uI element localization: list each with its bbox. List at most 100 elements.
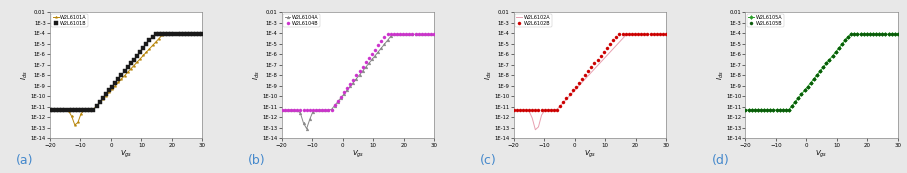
W2L6105B: [883, 33, 894, 35]
W2L6105B: [821, 62, 832, 65]
W2L6101A: [66, 115, 77, 117]
W2L6102A: [601, 54, 612, 57]
W2L6102B: [571, 85, 581, 88]
W2L6104B: [416, 33, 427, 35]
W2L6101B: [166, 33, 177, 35]
W2L6105A: [793, 97, 804, 99]
W2L6102A: [660, 33, 671, 35]
W2L6105A: [765, 109, 775, 111]
W2L6104A: [385, 35, 396, 38]
W2L6101A: [79, 109, 90, 111]
W2L6101A: [101, 95, 112, 97]
W2L6105A: [883, 33, 894, 35]
W2L6102A: [608, 48, 619, 50]
Legend: W2L6101A, W2L6101B: W2L6101A, W2L6101B: [52, 13, 88, 27]
W2L6102B: [561, 97, 572, 99]
W2L6104A: [327, 108, 337, 110]
W2L6102A: [558, 101, 569, 103]
W2L6101B: [73, 109, 83, 111]
W2L6101B: [110, 82, 121, 84]
W2L6104B: [338, 92, 349, 94]
W2L6104A: [429, 33, 440, 35]
Y-axis label: $I_{ds}$: $I_{ds}$: [252, 70, 262, 80]
W2L6101B: [169, 33, 180, 35]
W2L6105B: [834, 47, 844, 49]
W2L6104A: [414, 33, 424, 35]
W2L6101A: [138, 54, 149, 57]
W2L6104B: [327, 109, 337, 111]
W2L6104B: [314, 109, 325, 111]
W2L6102B: [551, 108, 562, 111]
W2L6104B: [379, 36, 390, 38]
W2L6101B: [125, 62, 136, 65]
W2L6102A: [620, 34, 631, 36]
Text: (c): (c): [480, 154, 497, 167]
W2L6104B: [404, 33, 414, 35]
W2L6104A: [277, 109, 288, 111]
Y-axis label: $I_{ds}$: $I_{ds}$: [484, 70, 494, 80]
W2L6101B: [82, 109, 93, 111]
W2L6105A: [753, 109, 764, 111]
W2L6104B: [364, 57, 375, 59]
W2L6101A: [141, 51, 151, 53]
Line: W2L6104B: W2L6104B: [280, 33, 435, 112]
W2L6101B: [162, 33, 173, 35]
W2L6104B: [414, 33, 424, 35]
W2L6105B: [862, 33, 873, 35]
W2L6102A: [533, 126, 544, 128]
W2L6105B: [880, 33, 891, 35]
W2L6104B: [392, 33, 403, 35]
W2L6104A: [366, 58, 377, 61]
W2L6102B: [610, 36, 621, 38]
W2L6105A: [790, 101, 801, 103]
W2L6105A: [746, 109, 757, 111]
W2L6101A: [91, 105, 102, 107]
W2L6105B: [827, 55, 838, 57]
W2L6104B: [282, 109, 293, 111]
W2L6105A: [796, 93, 807, 95]
W2L6105B: [790, 101, 801, 103]
W2L6101A: [119, 75, 130, 77]
W2L6102A: [512, 109, 522, 111]
Line: W2L6101B: W2L6101B: [48, 33, 204, 112]
W2L6105B: [802, 85, 813, 88]
W2L6101A: [94, 101, 105, 103]
W2L6102B: [512, 109, 522, 111]
W2L6104A: [397, 33, 408, 35]
W2L6101B: [54, 109, 64, 111]
W2L6102B: [555, 105, 566, 107]
W2L6102B: [608, 39, 619, 42]
W2L6104A: [317, 109, 327, 111]
W2L6104A: [425, 33, 436, 35]
W2L6101B: [160, 33, 171, 35]
W2L6101A: [179, 33, 190, 35]
W2L6104A: [301, 128, 312, 130]
W2L6101B: [66, 109, 77, 111]
W2L6102B: [577, 78, 588, 80]
W2L6101B: [129, 59, 140, 61]
W2L6104B: [295, 109, 306, 111]
W2L6105B: [812, 74, 823, 76]
W2L6102B: [642, 33, 653, 35]
W2L6101B: [85, 109, 96, 111]
W2L6104A: [279, 109, 290, 111]
W2L6104A: [351, 78, 362, 80]
W2L6101B: [179, 33, 190, 35]
W2L6102A: [629, 33, 640, 35]
W2L6105A: [821, 62, 832, 65]
W2L6101A: [47, 109, 58, 111]
W2L6101A: [175, 33, 186, 35]
W2L6104B: [419, 33, 430, 35]
W2L6104A: [304, 118, 315, 120]
W2L6101A: [103, 91, 114, 93]
W2L6101A: [44, 109, 55, 111]
Text: (b): (b): [249, 154, 266, 167]
W2L6101B: [69, 109, 80, 111]
W2L6105B: [756, 109, 766, 111]
W2L6105A: [840, 39, 851, 42]
W2L6105A: [814, 70, 825, 72]
W2L6104A: [345, 85, 356, 87]
W2L6101B: [190, 33, 201, 35]
W2L6102A: [523, 110, 534, 112]
W2L6101A: [181, 33, 192, 35]
